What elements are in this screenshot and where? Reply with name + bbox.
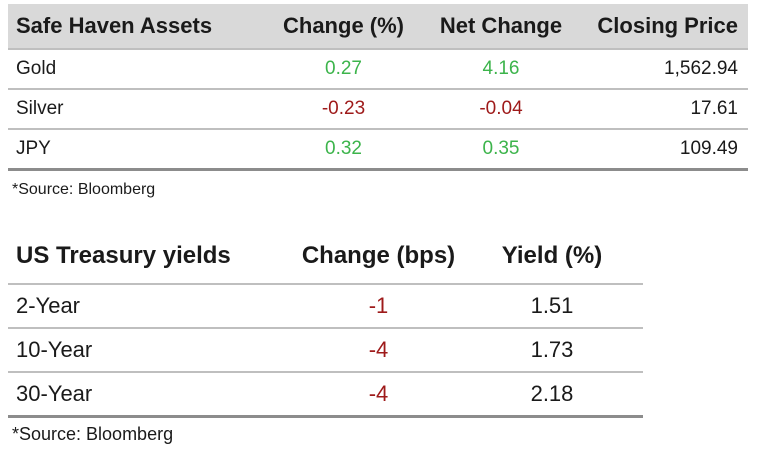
closing-price-value: 17.61 (690, 98, 738, 119)
term-name: 2-Year (16, 293, 81, 318)
change-bps-value: -1 (368, 293, 389, 318)
table-row: 30-Year -4 2.18 (8, 372, 643, 416)
safe-haven-table: Safe Haven Assets Change (%) Net Change … (8, 4, 748, 171)
table-row: Gold 0.27 4.16 1,562.94 (8, 49, 748, 89)
table-row: JPY 0.32 0.35 109.49 (8, 129, 748, 169)
yield-value: 1.51 (530, 293, 574, 318)
yield-value: 1.73 (530, 337, 574, 362)
change-pct-value: 0.27 (325, 58, 362, 79)
asset-name: Silver (16, 98, 64, 119)
net-change-value: -0.04 (479, 98, 523, 119)
term-name: 30-Year (16, 380, 93, 406)
term-name: 10-Year (16, 337, 93, 362)
column-header-term: US Treasury yields (8, 228, 296, 285)
table-row: Silver -0.23 -0.04 17.61 (8, 89, 748, 129)
change-bps-value: -4 (368, 337, 389, 362)
column-header-asset: Safe Haven Assets (8, 4, 266, 49)
table-header-row: Safe Haven Assets Change (%) Net Change … (8, 4, 748, 49)
table-row: 2-Year -1 1.51 (8, 284, 643, 328)
closing-price-value: 1,562.94 (664, 58, 738, 79)
closing-price-value: 109.49 (679, 137, 738, 159)
change-pct-value: -0.23 (321, 98, 366, 119)
yield-value: 2.18 (530, 380, 574, 406)
column-header-change-pct: Change (%) (266, 4, 421, 49)
column-header-change-bps: Change (bps) (296, 228, 461, 285)
change-pct-value: 0.32 (325, 137, 362, 159)
net-change-value: 4.16 (482, 58, 520, 79)
column-header-net-change: Net Change (421, 4, 581, 49)
asset-name: JPY (16, 137, 51, 159)
table-header-row: US Treasury yields Change (bps) Yield (%… (8, 228, 643, 285)
asset-name: Gold (16, 58, 57, 79)
change-bps-value: -4 (368, 380, 389, 406)
net-change-value: 0.35 (482, 137, 520, 159)
column-header-closing-price: Closing Price (581, 4, 748, 49)
source-note: *Source: Bloomberg (12, 181, 156, 198)
source-note: *Source: Bloomberg (12, 424, 174, 444)
treasury-yields-table: US Treasury yields Change (bps) Yield (%… (8, 228, 643, 418)
table-row: 10-Year -4 1.73 (8, 328, 643, 372)
column-header-yield: Yield (%) (461, 228, 643, 285)
